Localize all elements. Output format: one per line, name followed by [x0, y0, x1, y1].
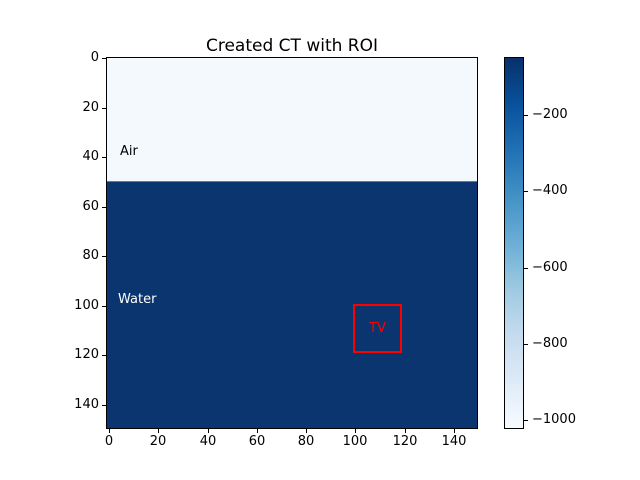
- chart-title: Created CT with ROI: [205, 36, 379, 56]
- y-tick-label: 140: [74, 397, 99, 412]
- water-region: [107, 181, 477, 428]
- y-tick-mark: [102, 207, 106, 208]
- roi-rectangle: TV: [353, 304, 402, 353]
- y-tick-label: 60: [82, 199, 99, 214]
- y-tick-mark: [102, 108, 106, 109]
- colorbar-tick-mark: [524, 191, 528, 192]
- x-tick-label: 120: [392, 434, 418, 449]
- x-tick-mark: [405, 429, 406, 433]
- plot-area: Air Water TV: [106, 57, 478, 429]
- y-tick-mark: [102, 256, 106, 257]
- y-tick-mark: [102, 306, 106, 307]
- x-tick-mark: [257, 429, 258, 433]
- y-tick-label: 100: [74, 298, 99, 313]
- colorbar-tick-mark: [524, 420, 528, 421]
- air-label: Air: [120, 144, 138, 159]
- y-tick-label: 40: [82, 149, 99, 164]
- x-tick-mark: [355, 429, 356, 433]
- roi-label: TV: [369, 321, 386, 336]
- x-tick-label: 100: [342, 434, 368, 449]
- y-tick-mark: [102, 58, 106, 59]
- x-tick-label: 0: [104, 434, 114, 449]
- y-tick-label: 80: [82, 248, 99, 263]
- y-tick-mark: [102, 355, 106, 356]
- x-tick-mark: [109, 429, 110, 433]
- colorbar-tick-label: −200: [532, 107, 568, 122]
- x-tick-mark: [306, 429, 307, 433]
- y-tick-label: 20: [82, 100, 99, 115]
- colorbar-tick-mark: [524, 268, 528, 269]
- x-tick-label: 60: [248, 434, 266, 449]
- y-tick-mark: [102, 157, 106, 158]
- y-tick-label: 120: [74, 347, 99, 362]
- x-tick-mark: [158, 429, 159, 433]
- x-tick-label: 140: [441, 434, 467, 449]
- x-tick-label: 40: [199, 434, 217, 449]
- colorbar: [504, 57, 524, 429]
- colorbar-tick-label: −800: [532, 336, 568, 351]
- colorbar-tick-mark: [524, 344, 528, 345]
- y-tick-label: 0: [90, 50, 99, 65]
- colorbar-tick-label: −600: [532, 260, 568, 275]
- x-tick-label: 20: [149, 434, 167, 449]
- colorbar-tick-mark: [524, 115, 528, 116]
- x-tick-mark: [208, 429, 209, 433]
- air-region: [107, 58, 477, 181]
- x-tick-mark: [454, 429, 455, 433]
- water-label: Water: [118, 292, 157, 307]
- x-tick-label: 80: [297, 434, 315, 449]
- colorbar-tick-label: −1000: [532, 412, 576, 427]
- y-tick-mark: [102, 405, 106, 406]
- colorbar-tick-label: −400: [532, 183, 568, 198]
